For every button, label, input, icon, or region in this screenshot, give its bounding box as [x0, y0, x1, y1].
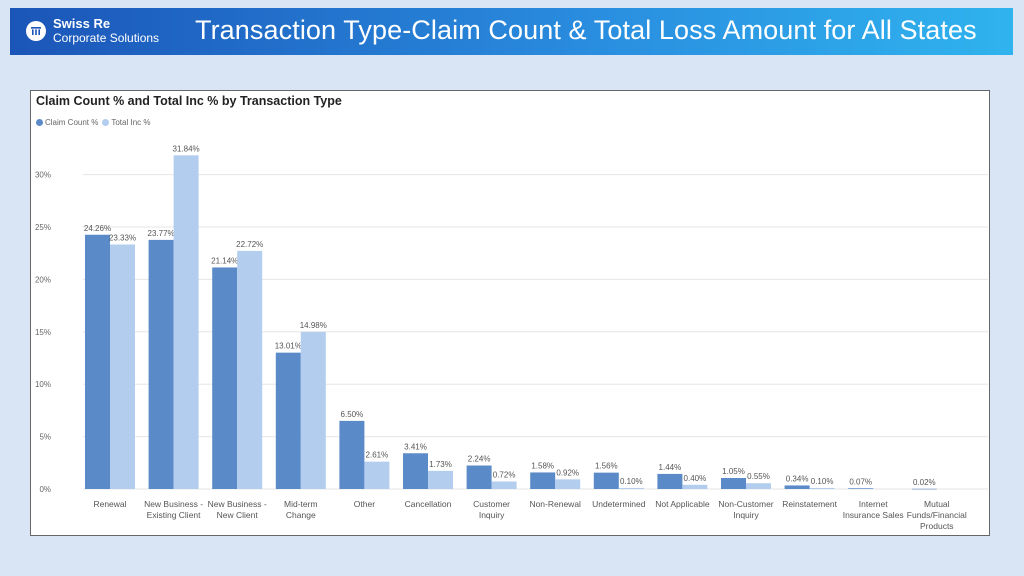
data-label: 23.77%: [148, 229, 175, 238]
x-tick-label: Inquiry: [479, 510, 505, 520]
bar: [657, 473, 683, 489]
legend-swatch-total-inc: [102, 119, 110, 126]
bar: [212, 267, 238, 489]
legend-swatch-claim-count: [36, 119, 43, 126]
bar: [110, 244, 135, 489]
bar-chart: 0% 5% 10% 15% 20% 25% 30% 24.26%23.33% Renewal 23…: [35, 144, 988, 531]
x-tick-label: Existing Client: [147, 510, 201, 520]
bar: [364, 461, 390, 489]
x-tick-label: Insurance Sales: [843, 510, 904, 520]
x-tick-label: Products: [920, 521, 954, 531]
bar: [403, 453, 428, 489]
logo: Swiss Re Corporate Solutions: [26, 17, 159, 45]
bar: [618, 487, 644, 489]
data-label: 1.73%: [429, 460, 452, 469]
data-label: 31.84%: [173, 144, 200, 153]
bar: [555, 479, 581, 489]
data-label: 0.40%: [684, 474, 707, 483]
y-tick-label: 10%: [35, 380, 51, 389]
bar: [746, 483, 771, 489]
legend-item-total-inc[interactable]: Total Inc %: [102, 118, 151, 127]
y-tick-label: 5%: [39, 433, 51, 442]
bar: [339, 420, 365, 489]
bar: [848, 488, 874, 489]
y-tick-label: 15%: [35, 328, 51, 337]
data-label: 14.98%: [300, 321, 327, 330]
bar: [428, 470, 453, 489]
legend-item-claim-count[interactable]: Claim Count %: [36, 118, 98, 127]
legend-label-total-inc: Total Inc %: [111, 118, 151, 127]
swiss-re-logo-icon: [26, 21, 46, 41]
bar: [682, 484, 708, 489]
data-label: 2.24%: [468, 455, 491, 464]
y-tick-label: 30%: [35, 171, 51, 180]
data-label: 0.72%: [493, 470, 516, 479]
bar: [300, 332, 326, 489]
data-label: 22.72%: [236, 240, 263, 249]
y-tick-label: 0%: [39, 485, 51, 494]
bar: [593, 472, 619, 489]
bar: [491, 481, 517, 489]
x-tick-label: Customer: [473, 499, 510, 509]
bar: [784, 485, 810, 489]
x-tick-label: Non-Customer: [718, 499, 773, 509]
bar: [466, 465, 492, 489]
data-label: 3.41%: [404, 442, 427, 451]
bar: [275, 352, 301, 489]
x-tick-label: Cancellation: [405, 499, 452, 509]
bar: [911, 488, 937, 490]
x-tick-label: Inquiry: [733, 510, 759, 520]
data-label: 1.56%: [595, 462, 618, 471]
bar: [530, 472, 556, 489]
x-tick-label: New Client: [217, 510, 259, 520]
data-label: 6.50%: [341, 410, 364, 419]
x-tick-label: Reinstatement: [782, 499, 837, 509]
bar: [721, 477, 746, 489]
legend-label-claim-count: Claim Count %: [45, 118, 99, 127]
header-banner: Swiss Re Corporate Solutions Transaction…: [10, 8, 1013, 55]
bar: [148, 239, 174, 489]
data-label: 0.34%: [786, 474, 809, 483]
data-label: 21.14%: [211, 256, 238, 265]
bar: [85, 234, 110, 489]
chart-title: Claim Count % and Total Inc % by Transac…: [36, 94, 342, 108]
data-label: 0.55%: [747, 472, 770, 481]
x-tick-label: New Business -: [208, 499, 267, 509]
x-tick-label: Other: [354, 499, 375, 509]
bar: [809, 487, 835, 489]
x-tick-label: Internet: [859, 499, 888, 509]
x-tick-label: Non-Renewal: [529, 499, 581, 509]
x-tick-label: Funds/Financial: [907, 510, 967, 520]
data-label: 0.07%: [849, 477, 872, 486]
y-tick-label: 25%: [35, 223, 51, 232]
data-label: 24.26%: [84, 224, 111, 233]
data-label: 0.10%: [811, 477, 834, 486]
data-label: 1.05%: [722, 467, 745, 476]
bar: [237, 250, 263, 489]
chart-legend: Claim Count % Total Inc %: [36, 118, 155, 127]
x-tick-label: Not Applicable: [655, 499, 710, 509]
data-label: 23.33%: [109, 234, 136, 243]
x-tick-label: Renewal: [93, 499, 126, 509]
data-label: 2.61%: [366, 451, 389, 460]
data-label: 13.01%: [275, 342, 302, 351]
page-title: Transaction Type-Claim Count & Total Los…: [195, 15, 977, 45]
x-tick-label: New Business -: [144, 499, 203, 509]
data-label: 1.44%: [659, 463, 682, 472]
bar: [173, 155, 199, 489]
x-tick-label: Mutual: [924, 499, 950, 509]
x-tick-label: Change: [286, 510, 316, 520]
y-tick-label: 20%: [35, 275, 51, 284]
logo-subtitle: Corporate Solutions: [53, 31, 160, 45]
chart-panel: Claim Count % and Total Inc % by Transac…: [30, 90, 990, 536]
data-label: 0.92%: [556, 468, 579, 477]
x-tick-label: Mid-term: [284, 499, 318, 509]
logo-name: Swiss Re: [53, 16, 111, 31]
x-tick-label: Undetermined: [592, 499, 646, 509]
data-label: 1.58%: [531, 461, 554, 470]
data-label: 0.10%: [620, 477, 643, 486]
data-label: 0.02%: [913, 478, 936, 487]
